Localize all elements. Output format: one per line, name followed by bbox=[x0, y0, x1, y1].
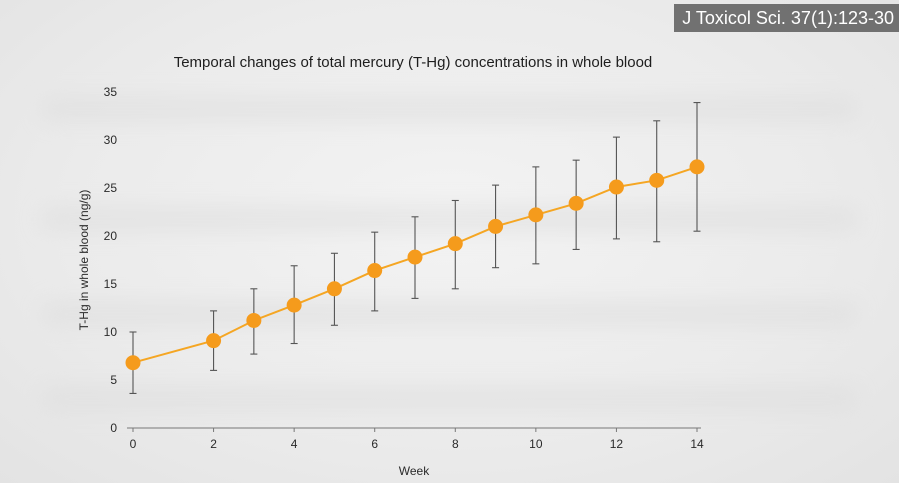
y-tick-label: 5 bbox=[110, 373, 117, 387]
y-tick-label: 15 bbox=[104, 277, 118, 291]
x-tick-label: 8 bbox=[452, 437, 459, 451]
x-tick-label: 12 bbox=[610, 437, 624, 451]
data-point bbox=[407, 249, 423, 265]
x-tick-label: 4 bbox=[291, 437, 298, 451]
y-tick-label: 20 bbox=[104, 229, 118, 243]
y-tick-label: 30 bbox=[104, 133, 118, 147]
x-tick-label: 0 bbox=[130, 437, 137, 451]
y-tick-label: 0 bbox=[110, 421, 117, 435]
data-point bbox=[528, 207, 544, 223]
x-axis-title: Week bbox=[399, 464, 430, 478]
background-band bbox=[40, 300, 859, 328]
data-point bbox=[206, 333, 222, 349]
y-tick-label: 35 bbox=[104, 85, 118, 99]
background-band bbox=[40, 385, 859, 413]
data-point bbox=[447, 236, 463, 252]
data-point bbox=[608, 179, 624, 195]
data-point bbox=[286, 297, 302, 313]
data-point bbox=[326, 281, 342, 297]
y-axis-title: T-Hg in whole blood (ng/g) bbox=[77, 190, 91, 331]
data-point bbox=[125, 355, 141, 371]
chart-title: Temporal changes of total mercury (T-Hg)… bbox=[174, 54, 653, 71]
data-point bbox=[568, 195, 584, 211]
data-point bbox=[367, 263, 383, 279]
x-tick-label: 2 bbox=[210, 437, 217, 451]
data-point bbox=[246, 312, 262, 328]
y-tick-label: 10 bbox=[104, 325, 118, 339]
x-tick-label: 6 bbox=[371, 437, 378, 451]
data-markers bbox=[125, 159, 705, 371]
x-tick-label: 10 bbox=[529, 437, 543, 451]
data-point bbox=[689, 159, 705, 175]
axes: 0 2 4 6 8 10 12 14 0 5 10 15 20 25 30 35 bbox=[104, 85, 704, 451]
background-band bbox=[40, 95, 859, 123]
data-point bbox=[649, 172, 665, 188]
y-tick-label: 25 bbox=[104, 181, 118, 195]
data-point bbox=[488, 218, 504, 234]
background-band bbox=[40, 205, 859, 233]
x-tick-label: 14 bbox=[690, 437, 704, 451]
error-bars bbox=[129, 102, 701, 394]
citation-badge: J Toxicol Sci. 37(1):123-30 bbox=[674, 4, 899, 32]
